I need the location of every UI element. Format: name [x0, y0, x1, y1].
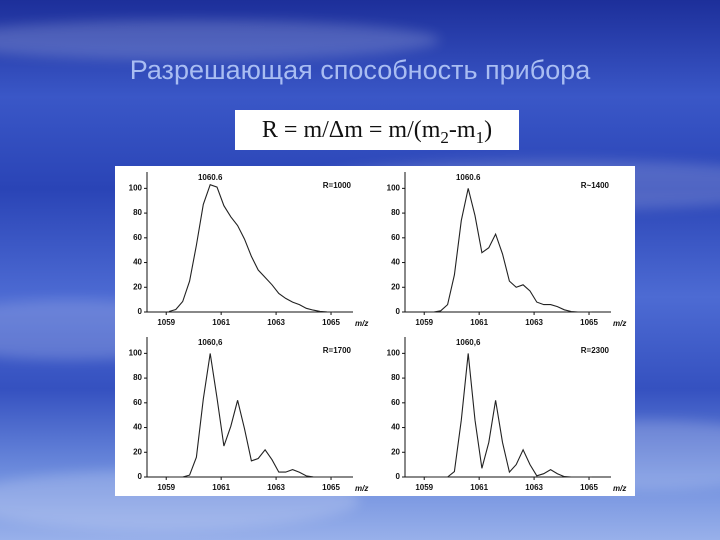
formula-text: -m — [448, 117, 476, 143]
spectrum-line — [427, 353, 592, 478]
y-tick-label: 100 — [129, 183, 143, 192]
x-tick-label: 1061 — [212, 318, 230, 327]
spectra-panel: 0 20 40 60 80 100 1059 1061 1063 1065 m/z 1060.6 R=1… — [115, 166, 635, 496]
x-tick-label: 1063 — [267, 483, 285, 492]
spectrum-line — [169, 353, 334, 478]
x-axis-label: m/z — [355, 484, 368, 493]
formula: R = m/Δm = m/(m2-m1) — [235, 110, 519, 150]
y-tick-label: 100 — [387, 348, 401, 357]
resolution-label: R=1700 — [323, 346, 352, 355]
y-tick-label: 20 — [391, 282, 400, 291]
x-tick-label: 1063 — [267, 318, 285, 327]
x-tick-label: 1059 — [157, 483, 175, 492]
x-tick-label: 1063 — [525, 318, 543, 327]
background-wave — [0, 20, 440, 60]
peak-label: 1060.6 — [456, 173, 481, 182]
y-tick-label: 80 — [133, 373, 142, 382]
y-tick-label: 80 — [391, 208, 400, 217]
slide-title: Разрешающая способность прибора — [129, 55, 591, 85]
peak-label: 1060.6 — [198, 173, 223, 182]
x-axis-label: m/z — [355, 319, 368, 328]
x-tick-label: 1065 — [580, 318, 598, 327]
y-tick-label: 0 — [396, 307, 401, 316]
y-tick-label: 40 — [391, 423, 400, 432]
resolution-label: R=2300 — [581, 346, 610, 355]
x-axis-label: m/z — [613, 319, 626, 328]
peak-label: 1060,6 — [456, 338, 481, 347]
y-tick-label: 100 — [129, 348, 143, 357]
panel-background — [115, 166, 635, 496]
y-tick-label: 60 — [133, 398, 142, 407]
y-tick-label: 80 — [391, 373, 400, 382]
y-tick-label: 100 — [387, 183, 401, 192]
y-tick-label: 20 — [133, 282, 142, 291]
x-tick-label: 1059 — [415, 318, 433, 327]
y-tick-label: 0 — [396, 472, 401, 481]
resolution-label: R=1000 — [323, 181, 352, 190]
x-tick-label: 1059 — [157, 318, 175, 327]
x-axis-label: m/z — [613, 484, 626, 493]
x-tick-label: 1065 — [322, 483, 340, 492]
y-tick-label: 40 — [133, 258, 142, 267]
formula-subscript: 1 — [475, 127, 485, 147]
formula-text: ) — [484, 117, 493, 143]
y-tick-label: 40 — [133, 423, 142, 432]
y-tick-label: 80 — [133, 208, 142, 217]
resolution-label: R~1400 — [581, 181, 610, 190]
formula-text: R = m/Δm = m/(m — [261, 117, 441, 143]
x-tick-label: 1063 — [525, 483, 543, 492]
y-tick-label: 20 — [391, 447, 400, 456]
formula-subscript: 2 — [440, 127, 449, 147]
x-tick-label: 1065 — [580, 483, 598, 492]
y-tick-label: 60 — [391, 233, 400, 242]
x-tick-label: 1065 — [322, 318, 340, 327]
y-tick-label: 0 — [138, 472, 143, 481]
x-tick-label: 1061 — [470, 318, 488, 327]
spectrum-line — [168, 183, 334, 313]
x-tick-label: 1061 — [470, 483, 488, 492]
y-tick-label: 60 — [133, 233, 142, 242]
y-tick-label: 20 — [133, 447, 142, 456]
x-tick-label: 1059 — [415, 483, 433, 492]
y-tick-label: 0 — [138, 307, 143, 316]
spectrum-line — [427, 188, 592, 313]
x-tick-label: 1061 — [212, 483, 230, 492]
y-tick-label: 60 — [391, 398, 400, 407]
y-tick-label: 40 — [391, 258, 400, 267]
peak-label: 1060,6 — [198, 338, 223, 347]
